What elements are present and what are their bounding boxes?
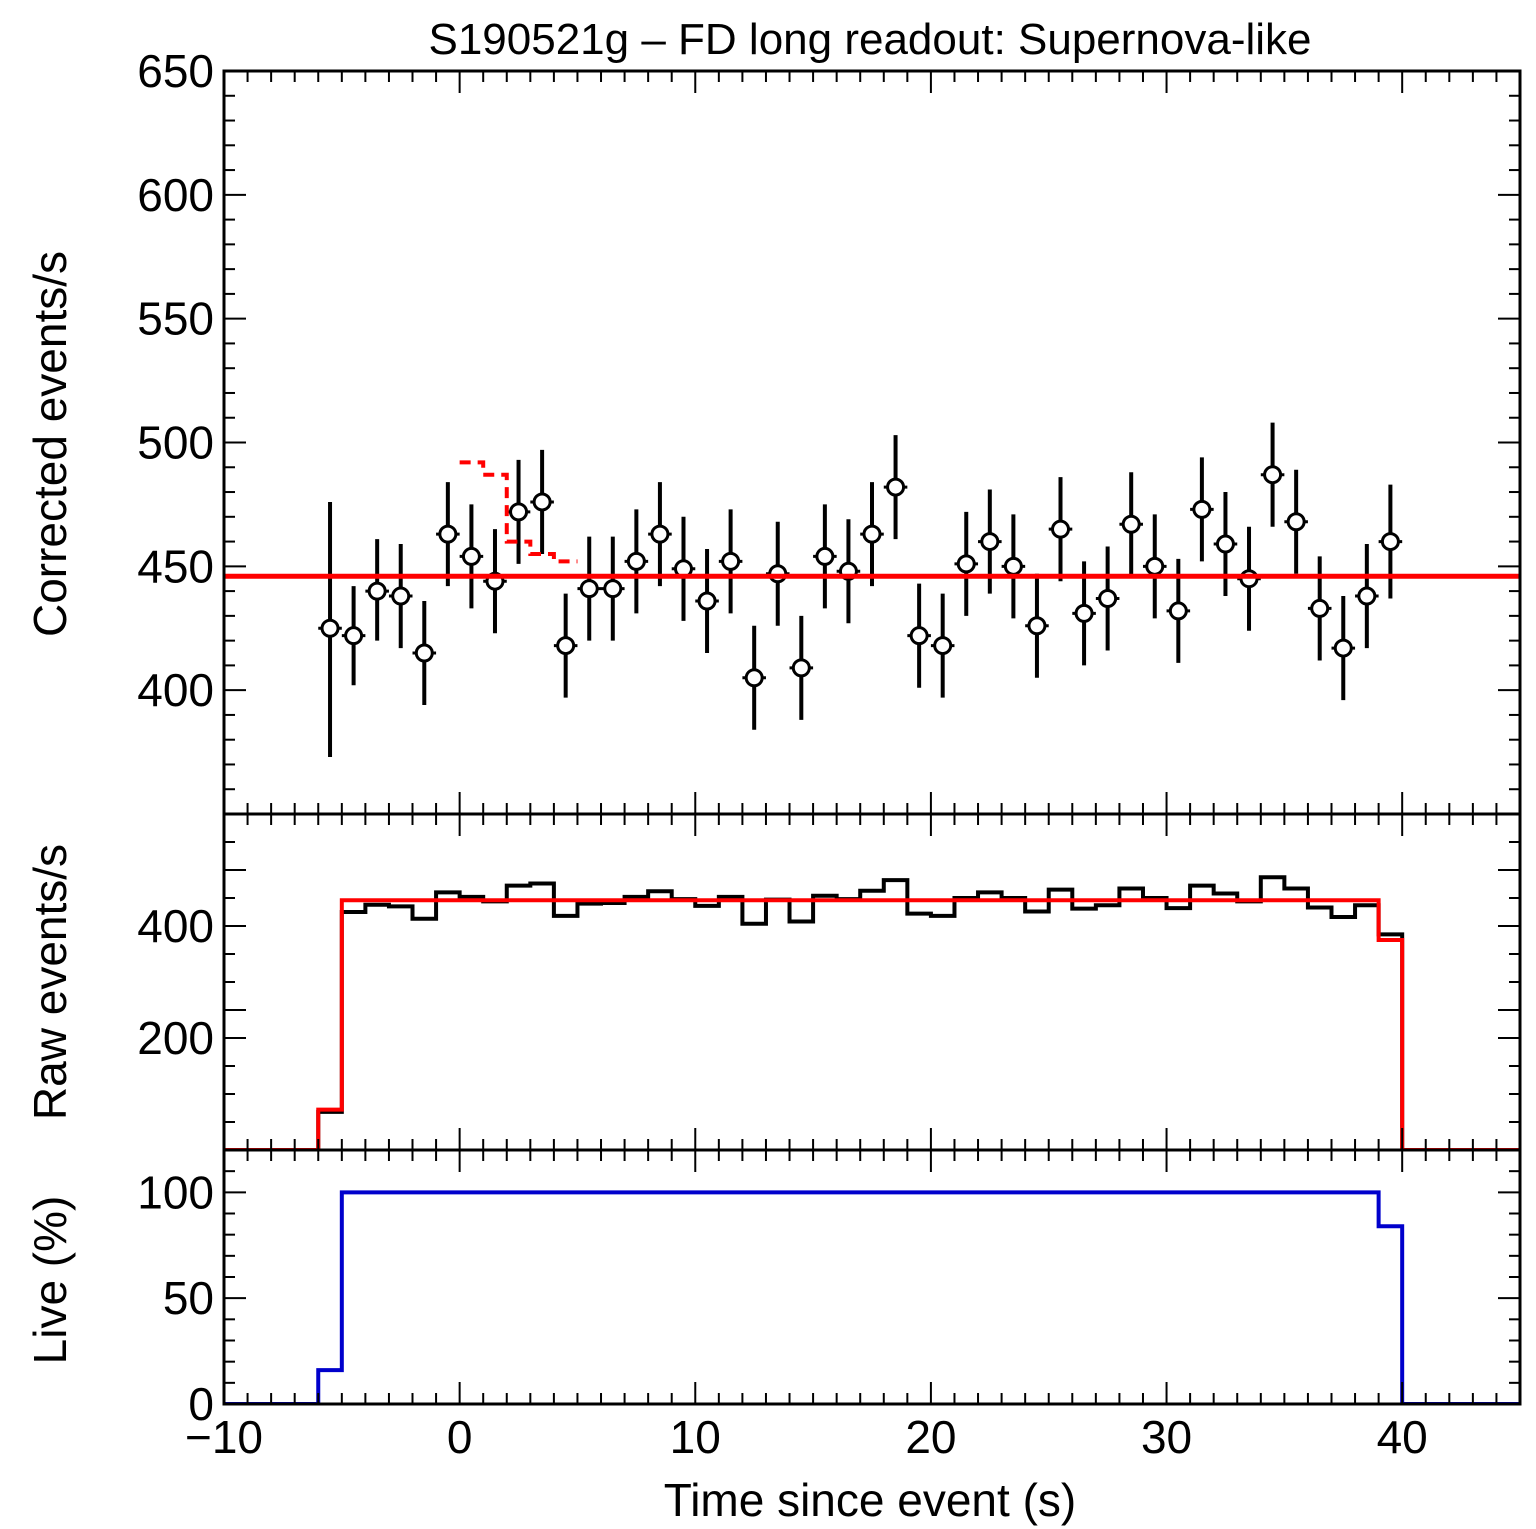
x-tick-label: 20 [905,1411,956,1463]
y-tick-label: 200 [137,1012,214,1064]
data-point [1098,589,1118,609]
y-tick-label: 650 [137,45,214,97]
dashed-step-line-corrected-2 [459,460,578,564]
y-tick-label: 50 [163,1272,214,1324]
y-tick-label: 450 [137,540,214,592]
data-point [1263,465,1283,485]
y-tick-label: 400 [137,664,214,716]
x-tick-label: 0 [447,1411,473,1463]
plot-area-live [224,1190,1520,1404]
data-point [956,554,976,574]
data-point [391,586,411,606]
data-point [1168,601,1188,621]
data-point [1357,586,1377,606]
data-point [320,618,340,638]
y-axis-label-raw: Raw events/s [24,844,76,1120]
data-point [744,668,764,688]
step-line-live-0 [224,1190,1520,1404]
data-point [1310,598,1330,618]
data-point [697,591,717,611]
x-tick-label: −10 [185,1411,263,1463]
data-point [1286,512,1306,532]
y-tick-label: 400 [137,900,214,952]
frame-live [222,1148,1522,1406]
data-point [650,524,670,544]
data-point [461,546,481,566]
data-point [1003,556,1023,576]
data-point [791,658,811,678]
data-point [1074,603,1094,623]
data-point [862,524,882,544]
y-axis-label-live: Live (%) [24,1196,76,1365]
data-point [556,636,576,656]
chart-title: S190521g – FD long readout: Supernova-li… [428,15,1311,64]
x-axis-label: Time since event (s) [664,1474,1076,1526]
data-point [603,579,623,599]
data-point [414,643,434,663]
data-point [509,502,529,522]
data-point [815,546,835,566]
data-point [721,551,741,571]
data-point [980,532,1000,552]
y-tick-label: 100 [137,1166,214,1218]
panel-raw: Raw events/s 200 400 [24,812,1522,1152]
plot-area-raw [224,875,1520,1150]
data-point [1145,556,1165,576]
y-axis-label-corrected: Corrected events/s [24,251,76,637]
data-point [626,551,646,571]
x-tick-label: 40 [1377,1411,1428,1463]
data-point [344,626,364,646]
data-point [532,492,552,512]
data-point [1192,499,1212,519]
step-line-raw-0 [224,875,1520,1150]
data-point [1215,534,1235,554]
data-point [1333,638,1353,658]
y-tick-label: 0 [188,1378,214,1430]
panel-corrected: Corrected events/s 400 450 500 550 600 650 [24,45,1522,816]
data-point [933,636,953,656]
data-point [367,581,387,601]
data-point [1380,532,1400,552]
data-point [1121,514,1141,534]
data-point [1051,519,1071,539]
frame-corrected [222,69,1522,816]
data-point [579,579,599,599]
step-line-raw-1 [224,898,1520,1150]
data-point [886,477,906,497]
data-point [438,524,458,544]
plot-area-corrected [224,422,1520,758]
y-tick-label: 500 [137,417,214,469]
x-tick-label: 10 [670,1411,721,1463]
data-point [909,626,929,646]
x-tick-label: 30 [1141,1411,1192,1463]
y-tick-label: 600 [137,169,214,221]
frame-raw [222,812,1522,1152]
y-tick-label: 550 [137,293,214,345]
data-point [1027,616,1047,636]
